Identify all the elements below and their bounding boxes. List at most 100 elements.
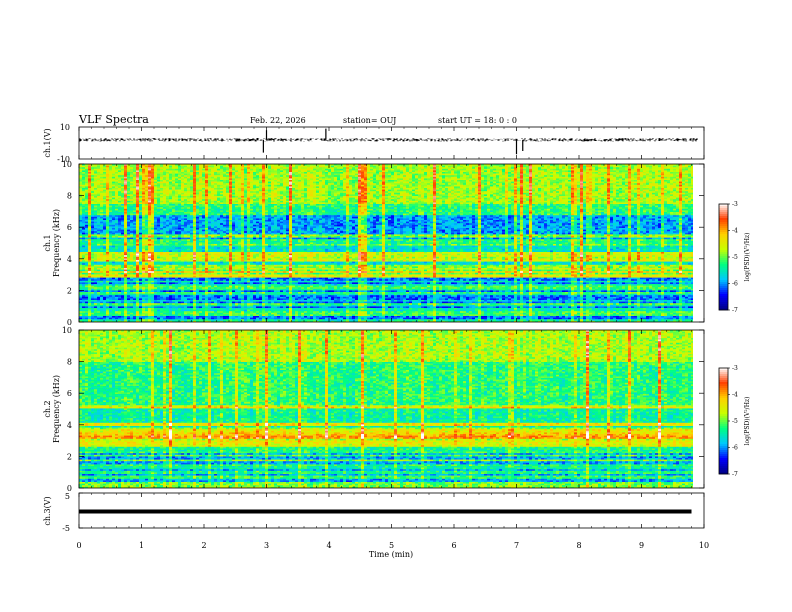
spectrogram-ytick-label: 6 — [67, 389, 72, 398]
colorbar-step — [719, 246, 728, 248]
ch1-waveform-trace — [79, 129, 697, 155]
ch1-colorbar-label: log(PSD)(V²/Hz) — [744, 233, 751, 282]
colorbar-tick-label: -7 — [732, 471, 738, 478]
colorbar-step — [719, 462, 728, 464]
colorbar-step — [719, 214, 728, 216]
start-time-label: start UT = 18: 0 : 0 — [438, 116, 517, 125]
colorbar-step — [719, 436, 728, 438]
colorbar-step — [719, 212, 728, 214]
colorbar-step — [719, 274, 728, 276]
x-tick-label: 2 — [201, 541, 206, 550]
spectrogram-ytick-label: 4 — [67, 255, 72, 264]
x-tick-label: 1 — [139, 541, 144, 550]
colorbar-step — [719, 278, 728, 280]
colorbar-step — [719, 258, 728, 260]
spectrogram-ytick-label: 8 — [67, 358, 72, 367]
colorbar-step — [719, 458, 728, 460]
colorbar-tick-label: -5 — [732, 254, 738, 261]
ch1-waveform-panel — [79, 127, 704, 159]
colorbar-step — [719, 270, 728, 272]
ch1-colorbar-ticks: -3-4-5-6-7 — [719, 201, 738, 314]
colorbar-step — [719, 412, 728, 414]
x-tick-label: 9 — [639, 541, 644, 550]
colorbar-step — [719, 400, 728, 402]
ch3-panel — [79, 493, 704, 528]
colorbar-step — [719, 254, 728, 256]
colorbar-tick-label: -3 — [732, 365, 738, 372]
ch2-colorbar-label: log(PSD)(V²/Hz) — [744, 397, 751, 446]
colorbar-step — [719, 230, 728, 232]
colorbar-step — [719, 372, 728, 374]
spectrogram-ytick-label: 10 — [62, 326, 72, 335]
colorbar-step — [719, 450, 728, 452]
x-tick-label: 0 — [76, 541, 81, 550]
colorbar-step — [719, 388, 728, 390]
colorbar-tick-label: -4 — [732, 228, 738, 235]
station-label: station= OUJ — [343, 116, 396, 125]
colorbar-step — [719, 218, 728, 220]
colorbar-step — [719, 386, 728, 388]
colorbar-step — [719, 370, 728, 372]
colorbar-tick-label: -6 — [732, 445, 738, 452]
colorbar-step — [719, 460, 728, 462]
colorbar-step — [719, 398, 728, 400]
colorbar-step — [719, 266, 728, 268]
colorbar-step — [719, 470, 728, 472]
ch1-waveform-frame — [79, 127, 704, 159]
colorbar-step — [719, 468, 728, 470]
ch1-spectrogram-ylabel-frequency: Frequency (kHz) — [52, 209, 61, 277]
ch2-spectrogram-ylabel-frequency: Frequency (kHz) — [52, 375, 61, 443]
colorbar-step — [719, 300, 728, 302]
ch3-ytick-label: -5 — [62, 524, 70, 533]
ch1-waveform-ylabel: ch.1(V) — [43, 128, 52, 157]
colorbar-step — [719, 272, 728, 274]
colorbar-step — [719, 284, 728, 286]
colorbar-step — [719, 304, 728, 306]
spectrogram-ytick-label: 6 — [67, 223, 72, 232]
colorbar-step — [719, 262, 728, 264]
colorbar-step — [719, 288, 728, 290]
colorbar-step — [719, 422, 728, 424]
colorbar-step — [719, 438, 728, 440]
colorbar-step — [719, 232, 728, 234]
colorbar-step — [719, 454, 728, 456]
colorbar-step — [719, 430, 728, 432]
colorbar-step — [719, 414, 728, 416]
colorbar-step — [719, 306, 728, 308]
chart-title: VLF Spectra — [78, 113, 149, 126]
ch1-spectrogram-image — [79, 164, 694, 323]
colorbar-step — [719, 276, 728, 278]
colorbar-step — [719, 444, 728, 446]
colorbar-step — [719, 440, 728, 442]
x-tick-label: 10 — [699, 541, 709, 550]
colorbar-step — [719, 466, 728, 468]
colorbar-step — [719, 228, 728, 230]
colorbar-step — [719, 426, 728, 428]
colorbar-step — [719, 206, 728, 208]
x-tick-label: 3 — [264, 541, 269, 550]
colorbar-step — [719, 452, 728, 454]
ch2-spectrogram-ylabel-channel: ch.2 — [43, 400, 52, 417]
colorbar-tick-label: -4 — [732, 392, 738, 399]
colorbar-step — [719, 234, 728, 236]
colorbar-step — [719, 280, 728, 282]
colorbar-step — [719, 408, 728, 410]
ch2-spectrogram-panel — [79, 330, 704, 489]
colorbar-step — [719, 242, 728, 244]
colorbar-step — [719, 250, 728, 252]
colorbar-step — [719, 224, 728, 226]
colorbar-step — [719, 286, 728, 288]
date-label: Feb. 22, 2026 — [250, 116, 306, 125]
ch1-colorbar: -3-4-5-6-7 log(PSD)(V²/Hz) — [719, 201, 751, 314]
colorbar-step — [719, 394, 728, 396]
colorbar-step — [719, 256, 728, 258]
x-axis-label: Time (min) — [369, 550, 413, 559]
x-tick-label: 8 — [576, 541, 581, 550]
ch1-waveform-ytick-label: 10 — [60, 123, 70, 132]
colorbar-step — [719, 294, 728, 296]
x-tick-label: 5 — [389, 541, 394, 550]
ch2-spectrogram-image — [79, 330, 694, 489]
colorbar-step — [719, 464, 728, 466]
colorbar-step — [719, 392, 728, 394]
colorbar-tick-label: -3 — [732, 201, 738, 208]
